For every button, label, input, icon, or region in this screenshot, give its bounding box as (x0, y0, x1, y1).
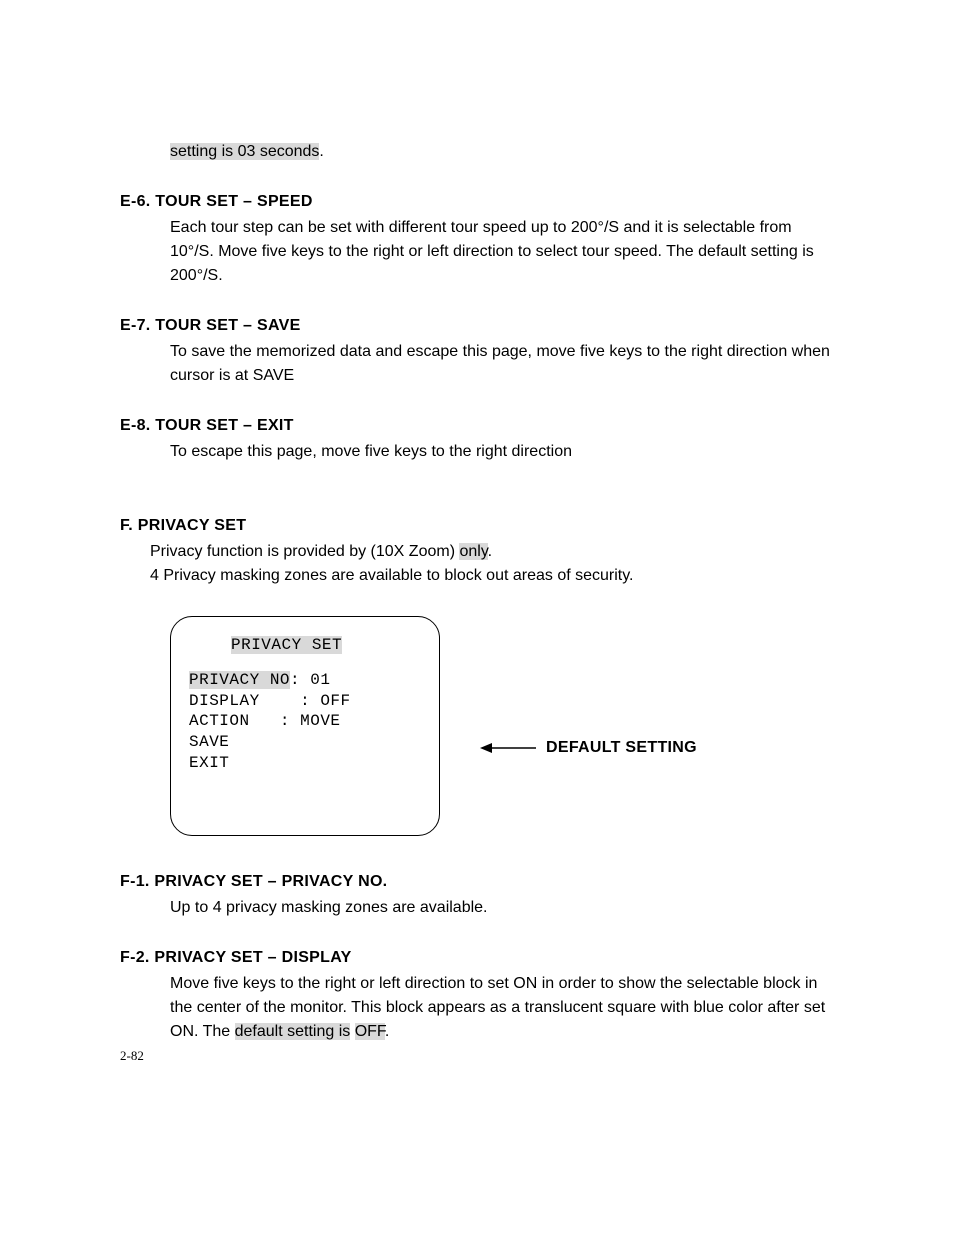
intro-highlight: setting is 03 seconds (170, 143, 319, 160)
osd-row-1-rest: DISPLAY : OFF (189, 692, 351, 710)
default-setting-pointer: DEFAULT SETTING (480, 736, 697, 760)
body-f-line2: 4 Privacy masking zones are available to… (150, 564, 834, 588)
osd-row-2-rest: ACTION : MOVE (189, 712, 341, 730)
heading-f1: F-1. PRIVACY SET – PRIVACY NO. (120, 870, 834, 894)
osd-row-3: SAVE (189, 732, 421, 753)
osd-row-1: DISPLAY : OFF (189, 691, 421, 712)
arrow-left-icon (480, 739, 538, 757)
body-f1: Up to 4 privacy masking zones are availa… (170, 896, 834, 920)
page: setting is 03 seconds. E-6. TOUR SET – S… (0, 0, 954, 1235)
osd-panel: PRIVACY SET PRIVACY NO: 01 DISPLAY : OFF… (170, 616, 440, 836)
f2-hl1: default setting is (235, 1023, 351, 1040)
intro-period: . (319, 143, 323, 160)
heading-e6: E-6. TOUR SET – SPEED (120, 190, 834, 214)
heading-e7: E-7. TOUR SET – SAVE (120, 314, 834, 338)
page-number: 2-82 (120, 1046, 144, 1066)
section-e8: E-8. TOUR SET – EXIT To escape this page… (120, 414, 834, 464)
osd-row-0: PRIVACY NO: 01 (189, 670, 421, 691)
default-setting-label: DEFAULT SETTING (546, 736, 697, 760)
body-e6: Each tour step can be set with different… (170, 216, 834, 288)
osd-row-0-hl: PRIVACY NO (189, 671, 290, 689)
body-e8: To escape this page, move five keys to t… (170, 440, 834, 464)
osd-row-4: EXIT (189, 753, 421, 774)
section-f1: F-1. PRIVACY SET – PRIVACY NO. Up to 4 p… (120, 870, 834, 920)
section-f2: F-2. PRIVACY SET – DISPLAY Move five key… (120, 946, 834, 1044)
section-e7: E-7. TOUR SET – SAVE To save the memoriz… (120, 314, 834, 388)
osd-row-4-rest: EXIT (189, 754, 229, 772)
osd-panel-wrap: PRIVACY SET PRIVACY NO: 01 DISPLAY : OFF… (170, 616, 834, 836)
f-line1-post: . (488, 543, 492, 560)
osd-row-2: ACTION : MOVE (189, 711, 421, 732)
heading-f: F. PRIVACY SET (120, 514, 834, 538)
osd-row-3-rest: SAVE (189, 733, 229, 751)
section-f: F. PRIVACY SET Privacy function is provi… (120, 514, 834, 588)
section-e6: E-6. TOUR SET – SPEED Each tour step can… (120, 190, 834, 288)
f2-post: . (385, 1023, 389, 1040)
osd-title: PRIVACY SET (231, 635, 421, 656)
osd-title-text: PRIVACY SET (231, 636, 342, 654)
osd-row-0-rest: : 01 (290, 671, 330, 689)
body-f2: Move five keys to the right or left dire… (170, 972, 834, 1044)
heading-e8: E-8. TOUR SET – EXIT (120, 414, 834, 438)
body-f-line1: Privacy function is provided by (10X Zoo… (150, 540, 834, 564)
f-line1-hl: only (459, 543, 487, 560)
intro-line: setting is 03 seconds. (170, 140, 834, 164)
f-line1-pre: Privacy function is provided by (10X Zoo… (150, 543, 459, 560)
body-e7: To save the memorized data and escape th… (170, 340, 834, 388)
f2-hl2: OFF (355, 1023, 385, 1040)
heading-f2: F-2. PRIVACY SET – DISPLAY (120, 946, 834, 970)
